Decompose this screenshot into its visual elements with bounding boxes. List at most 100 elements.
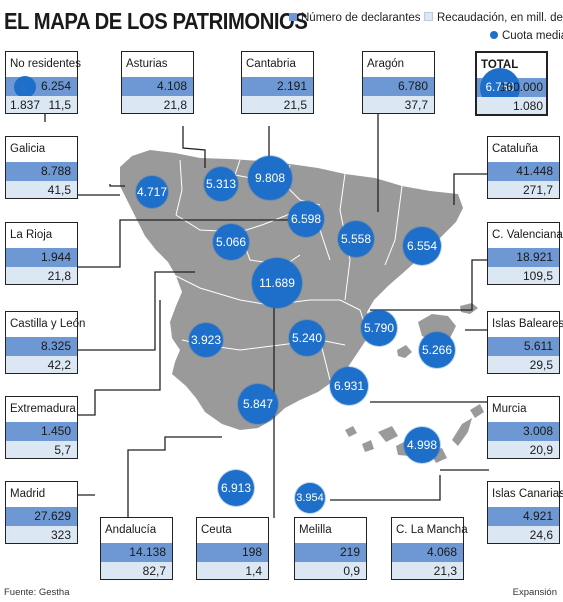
recaudacion-row: 1.837 11,5 xyxy=(6,96,77,113)
bubble-asturias: 5.313 xyxy=(204,167,238,201)
leader-lines xyxy=(44,112,489,518)
recaudacion-value: 21,8 xyxy=(47,269,71,283)
bubble-murcia: 6.931 xyxy=(330,367,368,405)
recaudacion-row: 29,5 xyxy=(488,356,559,373)
region-name: Galicia xyxy=(10,143,46,155)
bubble-ceuta: 6.913 xyxy=(218,470,254,506)
box-islas-baleares: Islas Baleares 5.611 29,5 xyxy=(487,311,563,374)
declarantes-value: 27.629 xyxy=(34,509,71,523)
recaudacion-row: 0,9 xyxy=(295,562,366,579)
legend-recaudacion-label: Recaudación, en mill. de € xyxy=(437,12,563,24)
region-name: Cantabria xyxy=(246,58,296,70)
box-galicia: Galicia 8.788 41,5 xyxy=(5,136,78,199)
recaudacion-value: 37,7 xyxy=(404,98,428,112)
recaudacion-row: 21,5 xyxy=(242,96,313,113)
box-no-residentes: No residentes 6.254 1.837 11,5 xyxy=(5,51,81,114)
legend-cuota: Cuota media xyxy=(490,30,563,42)
recaudacion-row: 21,8 xyxy=(6,267,77,284)
declarantes-row: 2.191 xyxy=(242,77,313,96)
recaudacion-value: 1,4 xyxy=(245,564,262,578)
region-name: Asturias xyxy=(126,58,168,70)
circle-icon xyxy=(490,31,498,39)
region-name: Cataluña xyxy=(492,143,539,155)
region-name: Melilla xyxy=(299,524,332,536)
box-andalucia: Andalucía 14.138 82,7 xyxy=(100,517,173,580)
recaudacion-row: 5,7 xyxy=(6,441,77,458)
legend-recaudacion: Recaudación, en mill. de € xyxy=(424,12,563,24)
recaudacion-value: 11,5 xyxy=(48,98,71,112)
region-name: C. Valenciana xyxy=(492,229,563,241)
region-name: Andalucía xyxy=(105,524,157,536)
region-name: Murcia xyxy=(492,403,527,415)
declarantes-value: 14.138 xyxy=(129,545,166,559)
region-name: TOTAL xyxy=(481,59,519,71)
declarantes-row: 41.448 xyxy=(488,162,559,181)
declarantes-value: 41.448 xyxy=(516,164,553,178)
bubble-castilla-leon: 5.066 xyxy=(213,224,249,260)
declarantes-value: 6.254 xyxy=(40,79,71,93)
ibiza xyxy=(397,345,412,358)
box-cantabria: Cantabria 2.191 21,5 xyxy=(241,51,314,114)
bubble-c-la-mancha: 5.240 xyxy=(289,320,325,356)
region-name: Ceuta xyxy=(201,524,232,536)
recaudacion-value: 42,2 xyxy=(47,358,71,372)
bubble-c-valenciana: 5.790 xyxy=(361,310,397,346)
box-la-rioja: La Rioja 1.944 21,8 xyxy=(5,222,78,285)
declarantes-value: 4.068 xyxy=(426,545,457,559)
region-name: No residentes xyxy=(10,58,81,70)
bubble-islas-canarias: 4.998 xyxy=(404,427,440,463)
box-melilla: Melilla 219 0,9 xyxy=(294,517,367,580)
declarantes-row: 198 xyxy=(197,543,268,562)
region-name: Islas Baleares xyxy=(492,318,563,330)
box-madrid: Madrid 27.629 323 xyxy=(5,481,78,544)
declarantes-row: 4.068 xyxy=(392,543,463,562)
declarantes-row: 4.921 xyxy=(488,507,559,526)
recaudacion-value: 20,9 xyxy=(529,443,553,457)
box-murcia: Murcia 3.008 20,9 xyxy=(487,396,560,459)
bubble-cantabria: 9.808 xyxy=(248,156,292,200)
declarantes-value: 8.325 xyxy=(40,339,71,353)
recaudacion-row: 1.080 xyxy=(477,97,546,114)
box-islas-canarias: Islas Canarias 4.921 24,6 xyxy=(487,481,563,544)
declarantes-value: 219 xyxy=(339,545,360,559)
declarantes-value: 4.921 xyxy=(522,509,553,523)
recaudacion-row: 323 xyxy=(6,526,77,543)
declarantes-row: 6.780 xyxy=(363,77,434,96)
declarantes-row: 6.254 xyxy=(6,76,77,98)
recaudacion-row: 37,7 xyxy=(363,96,434,113)
box-cataluna: Cataluña 41.448 271,7 xyxy=(487,136,560,199)
cuota-circle xyxy=(14,76,36,98)
declarantes-value: 198 xyxy=(241,545,262,559)
recaudacion-value: 271,7 xyxy=(522,183,553,197)
recaudacion-value: 1.080 xyxy=(512,99,543,113)
menorca xyxy=(460,303,478,314)
bubble-andalucia: 5.847 xyxy=(238,384,278,424)
declarantes-row: 3.008 xyxy=(488,422,559,441)
bubble-islas-baleares: 5.266 xyxy=(419,332,455,368)
recaudacion-value: 21,8 xyxy=(163,98,187,112)
declarantes-value: 1.450 xyxy=(40,424,71,438)
declarantes-value: 3.008 xyxy=(522,424,553,438)
recaudacion-value: 21,5 xyxy=(283,98,307,112)
box-total: TOTAL 6.750 160.000 1.080 xyxy=(475,51,548,116)
bubble-aragon: 5.558 xyxy=(338,221,374,257)
box-ceuta: Ceuta 198 1,4 xyxy=(196,517,269,580)
region-name: Aragón xyxy=(367,58,405,70)
lanzarote xyxy=(470,404,484,418)
bubble-extremadura: 3.923 xyxy=(189,323,223,357)
declarantes-row: 1.944 xyxy=(6,248,77,267)
recaudacion-row: 41,5 xyxy=(6,181,77,198)
bubble-galicia: 4.717 xyxy=(136,176,168,208)
recaudacion-row: 109,5 xyxy=(488,267,559,284)
recaudacion-row: 1,4 xyxy=(197,562,268,579)
declarantes-row: 1.450 xyxy=(6,422,77,441)
cuota-value: 1.837 xyxy=(10,98,41,112)
square-icon xyxy=(289,13,297,21)
recaudacion-row: 21,8 xyxy=(122,96,193,113)
recaudacion-row: 21,3 xyxy=(392,562,463,579)
bubble-la-rioja: 6.598 xyxy=(288,201,324,237)
declarantes-row: 219 xyxy=(295,543,366,562)
declarantes-row: 8.788 xyxy=(6,162,77,181)
recaudacion-value: 5,7 xyxy=(54,443,71,457)
bubble-melilla: 3.954 xyxy=(295,483,325,513)
